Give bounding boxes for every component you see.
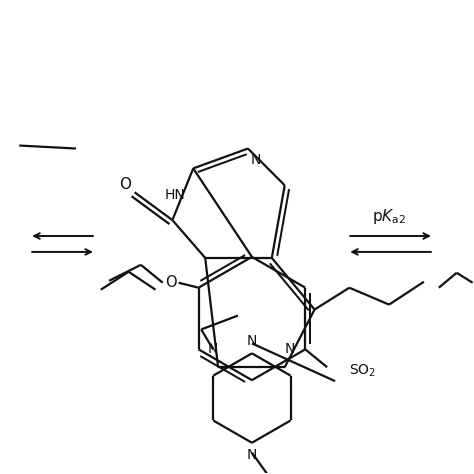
Text: N: N	[247, 448, 257, 462]
Text: O: O	[165, 275, 176, 290]
Text: SO$_2$: SO$_2$	[349, 363, 376, 379]
Text: N: N	[208, 342, 219, 356]
Text: N: N	[247, 334, 257, 348]
Text: N: N	[251, 154, 261, 167]
Text: N: N	[284, 342, 295, 356]
Text: O: O	[118, 177, 131, 192]
Text: HN: HN	[165, 188, 186, 202]
Text: p$\mathit{K}_{\mathrm{a2}}$: p$\mathit{K}_{\mathrm{a2}}$	[372, 207, 406, 226]
